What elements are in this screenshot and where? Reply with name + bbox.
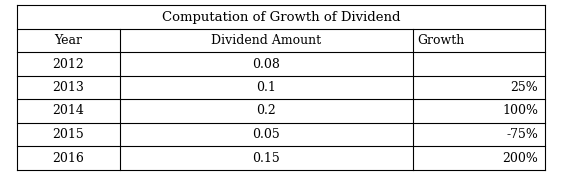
Text: 2012: 2012 [52,58,84,71]
Text: 0.05: 0.05 [252,128,280,141]
Text: Computation of Growth of Dividend: Computation of Growth of Dividend [162,10,400,23]
Text: 0.08: 0.08 [252,58,280,71]
Text: 0.2: 0.2 [257,104,277,117]
Text: 25%: 25% [511,81,538,94]
Text: 2016: 2016 [52,152,84,164]
Text: 2013: 2013 [52,81,84,94]
Text: 200%: 200% [502,152,538,164]
Text: 0.1: 0.1 [256,81,277,94]
Text: Growth: Growth [418,34,465,47]
Text: Dividend Amount: Dividend Amount [211,34,321,47]
Text: 2014: 2014 [52,104,84,117]
Text: -75%: -75% [506,128,538,141]
Text: 2015: 2015 [52,128,84,141]
Text: Year: Year [55,34,83,47]
Text: 0.15: 0.15 [252,152,280,164]
Text: 100%: 100% [502,104,538,117]
